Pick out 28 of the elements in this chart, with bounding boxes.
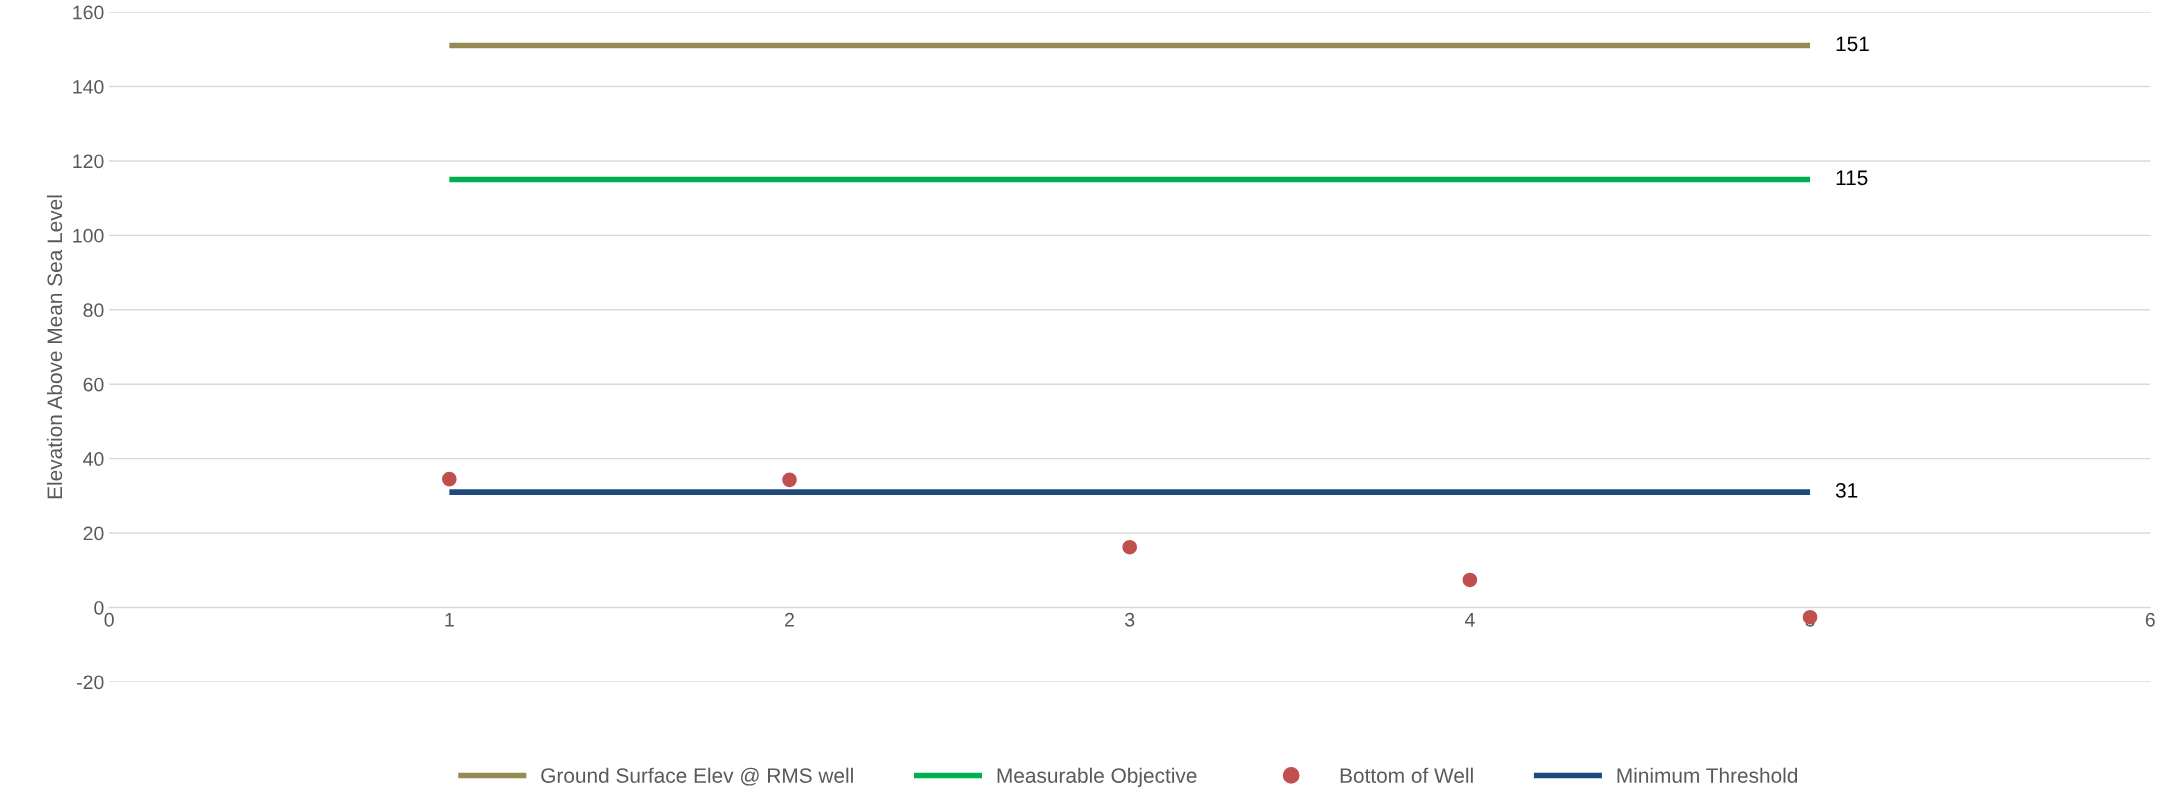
y-tick-label: 60 [83, 377, 104, 392]
y-tick-label: 100 [73, 228, 104, 243]
x-tick-label: 0 [104, 612, 114, 627]
x-tick-label: 2 [785, 612, 794, 627]
point [782, 472, 797, 488]
x-tick-label: 6 [2145, 612, 2155, 627]
data-label: 151 [1836, 36, 1869, 52]
x-tick-label: 1 [445, 613, 454, 627]
data-label: 115 [1836, 170, 1868, 186]
y-tick-label: 40 [83, 452, 104, 466]
y-tick-label: 160 [73, 5, 104, 20]
point [1122, 539, 1137, 555]
data-label: 31 [1835, 482, 1858, 498]
y-tick-label: 140 [73, 80, 104, 94]
point [442, 471, 457, 487]
x-tick-label: 3 [1125, 612, 1135, 627]
legend-label: Bottom of Well [1340, 767, 1473, 783]
y-tick-label: 0 [94, 600, 104, 615]
legend-label: Measurable Objective [997, 767, 1197, 788]
y-axis-title: Elevation Above Mean Sea Level [46, 195, 63, 499]
legend-label: Minimum Threshold [1617, 767, 1798, 783]
y-tick-label: 120 [73, 154, 104, 169]
y-tick-label: 80 [83, 303, 104, 318]
x-tick-label: 4 [1464, 613, 1475, 627]
legend-label: Ground Surface Elev @ RMS well [541, 767, 853, 786]
y-tick-label: 20 [83, 526, 104, 541]
y-tick-label: -20 [77, 675, 104, 690]
point [1462, 572, 1478, 588]
